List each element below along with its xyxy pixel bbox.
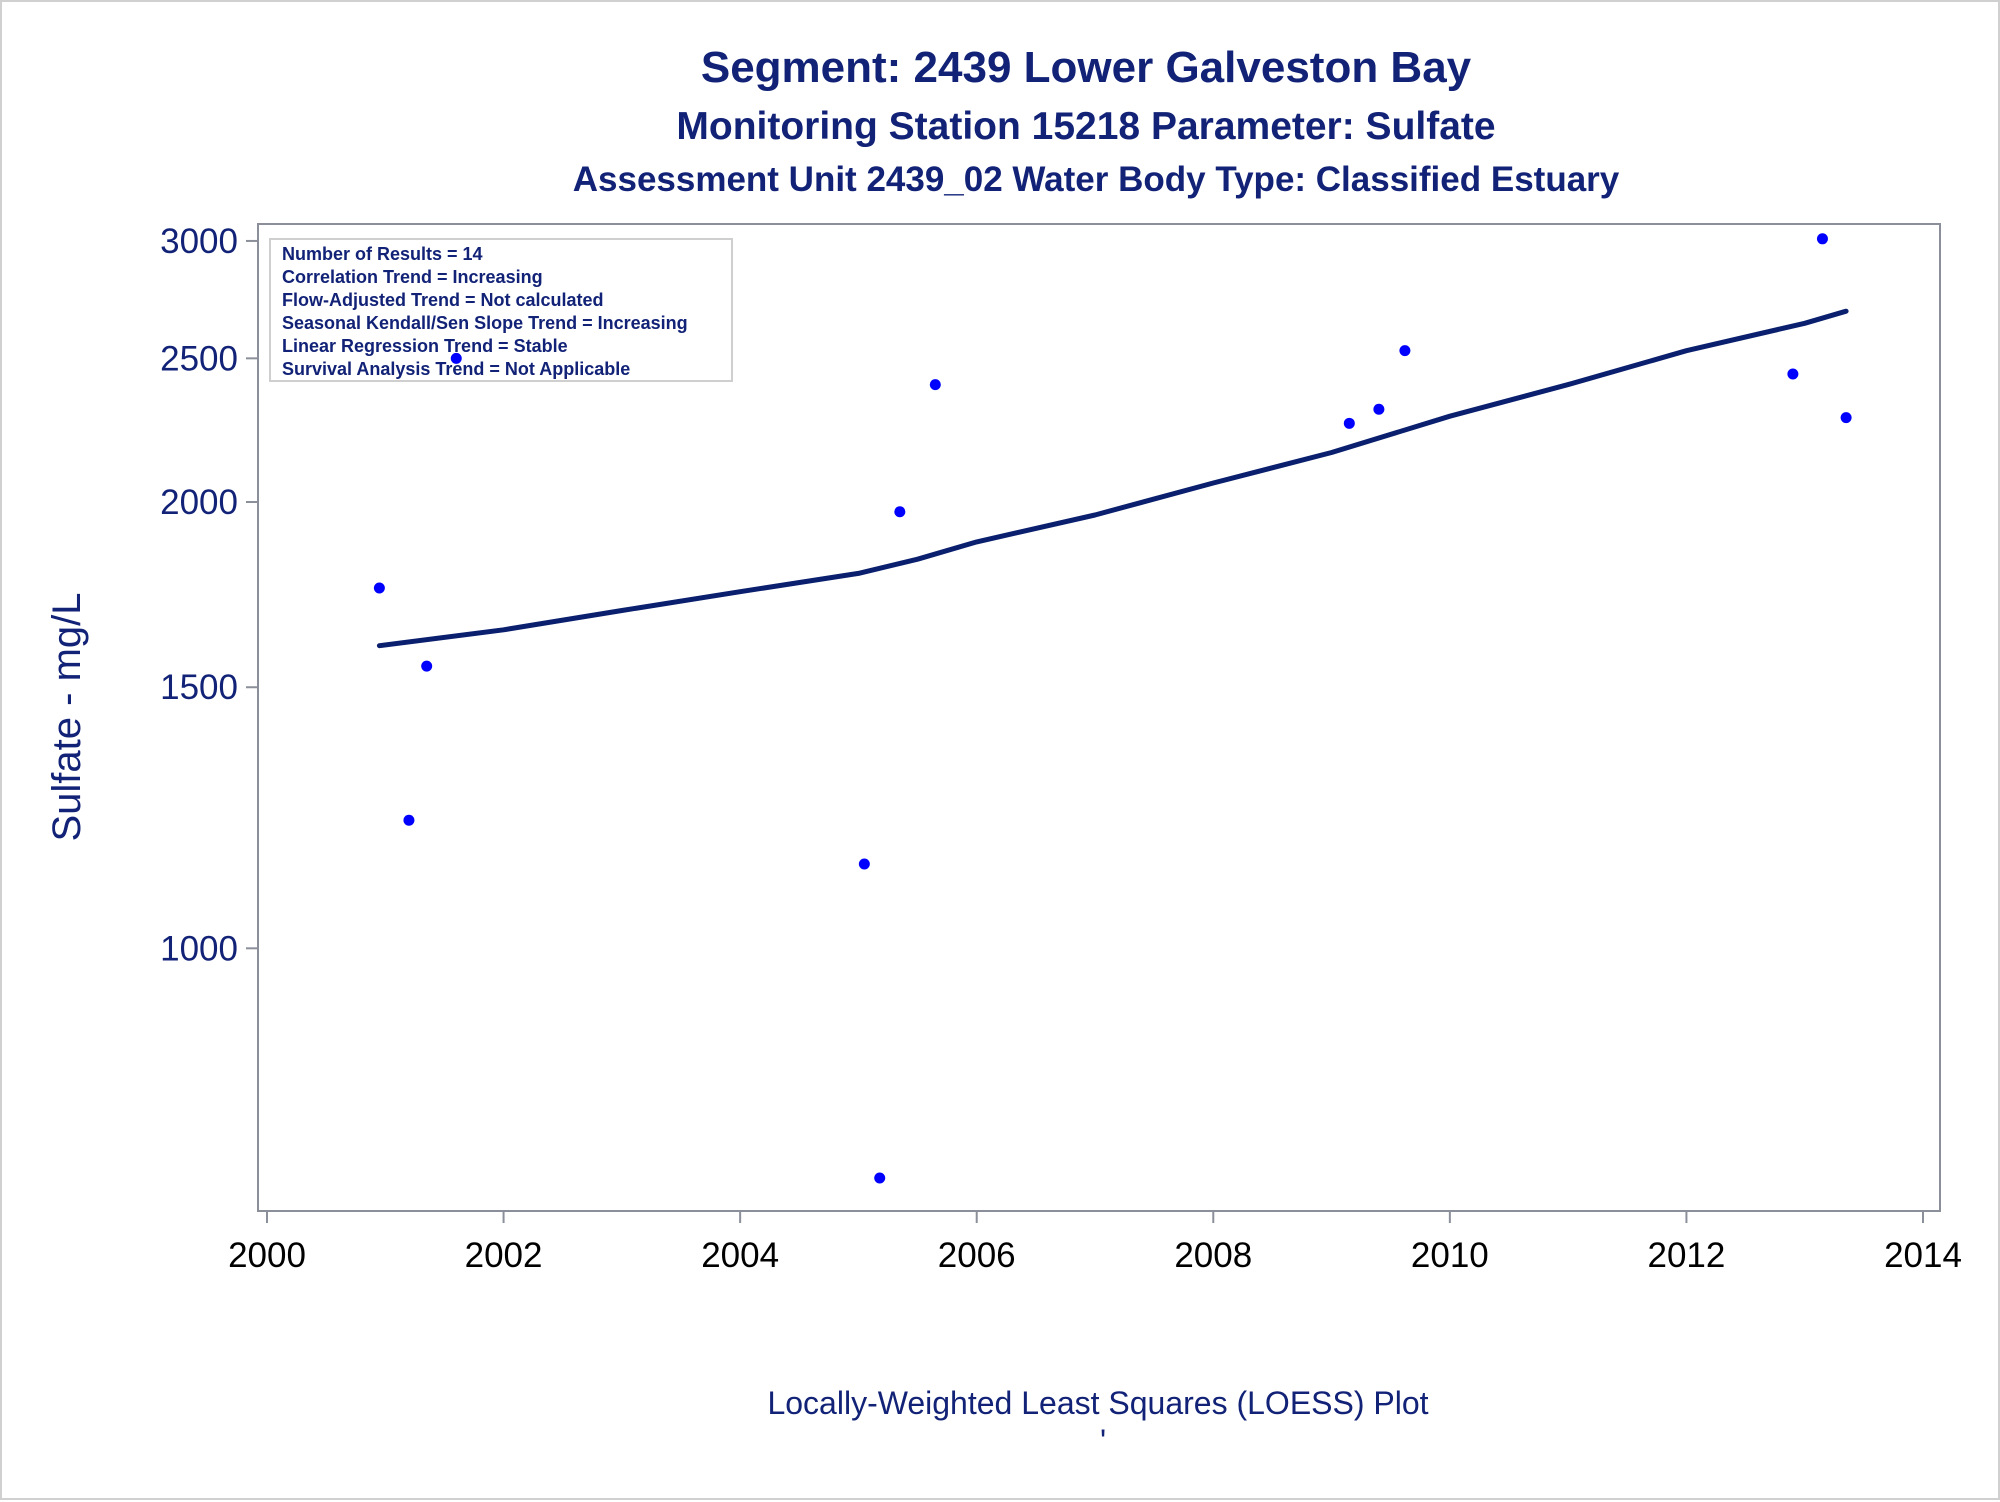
y-tick-label: 2000 xyxy=(160,483,238,522)
footnote-mark: ' xyxy=(1100,1423,1106,1459)
chart-subtitle: Monitoring Station 15218 Parameter: Sulf… xyxy=(676,105,1495,148)
data-point xyxy=(894,506,906,518)
stats-box: Number of Results = 14 Correlation Trend… xyxy=(269,238,733,382)
y-tick-label: 3000 xyxy=(160,222,238,261)
data-point xyxy=(929,379,941,391)
data-points xyxy=(373,233,1852,1184)
y-tick-label: 1000 xyxy=(160,929,238,968)
chart-title: Segment: 2439 Lower Galveston Bay xyxy=(701,43,1472,92)
data-point xyxy=(1816,233,1828,245)
data-point xyxy=(450,352,462,364)
stats-box-border xyxy=(269,238,733,382)
y-tick-label: 2500 xyxy=(160,339,238,378)
stats-line: Correlation Trend = Increasing xyxy=(282,267,543,287)
y-tick-label: 1500 xyxy=(160,668,238,707)
stats-line: Linear Regression Trend = Stable xyxy=(282,336,568,356)
stats-line: Flow-Adjusted Trend = Not calculated xyxy=(282,290,604,310)
data-point xyxy=(1373,403,1385,415)
stats-line: Seasonal Kendall/Sen Slope Trend = Incre… xyxy=(282,313,688,333)
x-tick-label: 2002 xyxy=(465,1236,543,1275)
data-point xyxy=(858,858,870,870)
x-tick-label: 2000 xyxy=(228,1236,306,1275)
data-point xyxy=(1840,412,1852,424)
data-point xyxy=(403,814,415,826)
x-tick-label: 2004 xyxy=(701,1236,779,1275)
x-tick-label: 2012 xyxy=(1647,1236,1725,1275)
x-tick-label: 2010 xyxy=(1411,1236,1489,1275)
data-point xyxy=(1343,417,1355,429)
stats-line: Number of Results = 14 xyxy=(282,244,483,264)
x-axis-label: Locally-Weighted Least Squares (LOESS) P… xyxy=(767,1385,1428,1421)
x-axis-ticks: 2000 2002 2004 2006 2008 2010 2012 2014 xyxy=(228,1211,1962,1275)
y-axis-label: Sulfate - mg/L xyxy=(45,592,89,841)
x-tick-label: 2006 xyxy=(938,1236,1016,1275)
chart-subtitle-2: Assessment Unit 2439_02 Water Body Type:… xyxy=(573,160,1620,199)
data-point xyxy=(874,1172,886,1184)
stats-line: Survival Analysis Trend = Not Applicable xyxy=(282,359,630,379)
plot-area xyxy=(257,223,1941,1212)
data-point xyxy=(373,582,385,594)
data-point xyxy=(421,660,433,672)
loess-trend-line xyxy=(376,308,1849,649)
data-point xyxy=(1787,368,1799,380)
x-tick-label: 2008 xyxy=(1174,1236,1252,1275)
data-point xyxy=(1399,345,1411,357)
y-axis-ticks: 1000 1500 2000 2500 3000 xyxy=(160,222,258,968)
x-tick-label: 2014 xyxy=(1884,1236,1962,1275)
